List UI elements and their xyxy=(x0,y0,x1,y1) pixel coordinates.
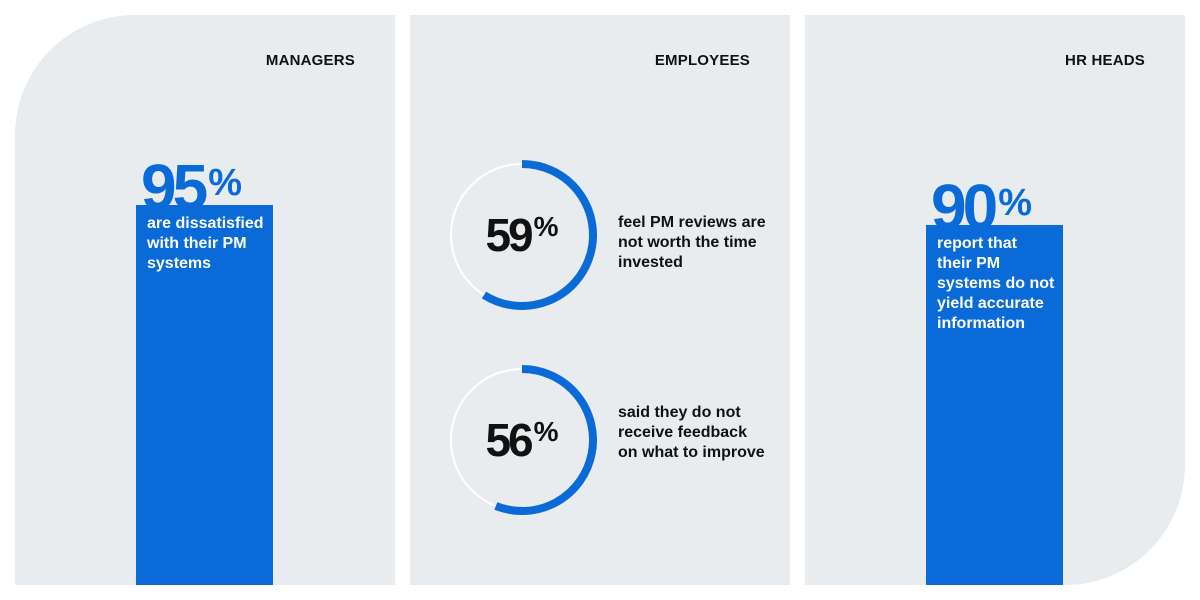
hr-heads-caption: report that their PM systems do not yiel… xyxy=(937,235,1055,332)
hr-heads-percent-value: 90 xyxy=(931,171,998,243)
employees-panel: EMPLOYEES 59% feel PM reviews are not wo… xyxy=(410,15,790,585)
managers-percent-sign: % xyxy=(208,162,242,204)
hr-heads-percent: 90% xyxy=(931,175,1032,239)
donut-59-svg xyxy=(450,160,597,310)
managers-bar xyxy=(136,205,273,585)
donut-59-sign: % xyxy=(533,211,559,242)
employees-donut-56: 56% xyxy=(447,365,597,515)
hr-heads-bar xyxy=(926,225,1063,585)
managers-panel: MANAGERS 95% are dissatisfied with their… xyxy=(15,15,395,585)
hr-heads-percent-sign: % xyxy=(998,182,1032,224)
hr-heads-title: HR HEADS xyxy=(1065,52,1145,69)
managers-caption: are dissatisfied with their PM systems xyxy=(147,215,264,272)
hr-heads-panel: HR HEADS 90% report that their PM system… xyxy=(805,15,1185,585)
donut-56-sign: % xyxy=(533,416,559,447)
managers-title: MANAGERS xyxy=(265,52,355,69)
employees-caption-59: feel PM reviews are not worth the time i… xyxy=(618,214,766,271)
donut-59-label: 59% xyxy=(447,160,597,310)
managers-percent-value: 95 xyxy=(141,151,208,223)
employees-title: EMPLOYEES xyxy=(654,52,750,69)
employees-caption-56: said they do not receive feedback on wha… xyxy=(618,404,765,461)
donut-59-arc xyxy=(481,160,597,310)
donut-56-arc xyxy=(494,365,597,515)
donut-56-svg xyxy=(450,365,597,515)
managers-percent: 95% xyxy=(141,155,242,219)
donut-56-value: 56 xyxy=(485,414,533,466)
employees-donut-59: 59% xyxy=(447,160,597,310)
donut-56-label: 56% xyxy=(447,365,597,515)
donut-59-value: 59 xyxy=(485,209,533,261)
